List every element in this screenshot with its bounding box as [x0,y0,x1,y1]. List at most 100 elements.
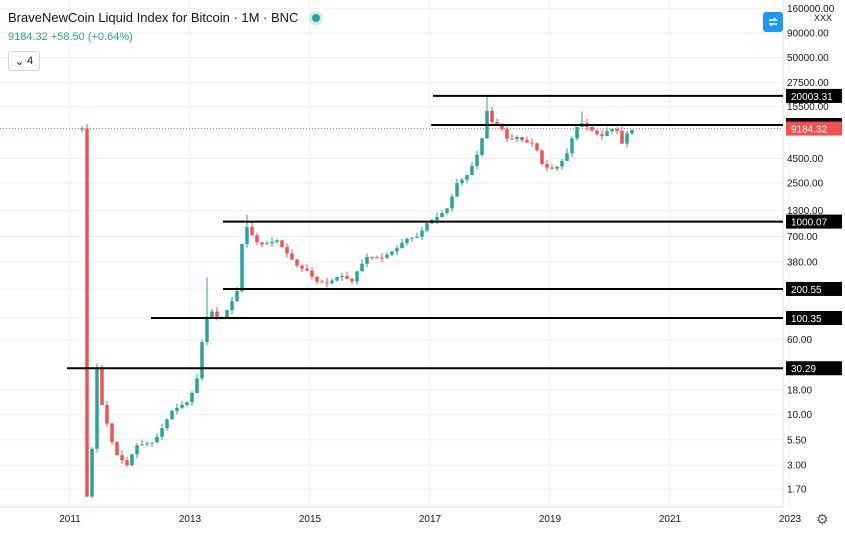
candle [545,159,549,172]
candle-body [185,402,189,405]
candle [250,222,254,236]
x-tick-label: 2023 [779,514,802,525]
gear-icon[interactable]: ⚙ [816,511,829,527]
candle-body [315,276,319,282]
candle [475,150,479,170]
candle [245,214,249,248]
candle [625,130,629,148]
candle [335,276,339,282]
candle-body [230,301,234,311]
candle [380,252,384,262]
candle-body [375,257,379,259]
candle [195,373,199,394]
indicator-collapse-button[interactable]: ⌄ 4 [8,51,40,71]
compare-button[interactable] [763,12,783,32]
candle [140,439,144,446]
candle [135,443,139,459]
candle-body [570,138,574,154]
candle-body [530,142,534,144]
candle [120,450,124,464]
candle-body [420,230,424,237]
y-tick-label: 3.00 [787,461,807,472]
y-tick-label: 10.00 [787,410,812,421]
candle-body [365,256,369,264]
candle [410,237,414,242]
candle-body [120,455,124,461]
candle-body [225,310,229,318]
candle-body [505,129,509,139]
candle-body [195,378,199,393]
level-label-box [786,214,842,229]
y-tick-label: 5.50 [787,435,807,446]
candle [300,264,304,273]
level-label-text: 1000.07 [791,218,828,229]
candle-body [135,445,139,455]
x-tick-label: 2021 [659,514,682,525]
axis-currency-label[interactable]: XXX [814,13,833,23]
candle [180,401,184,410]
candle-body [180,404,184,408]
candle-body [605,131,609,137]
candle [615,127,619,134]
candle-body [525,140,529,143]
compare-icon [768,17,778,27]
candle [275,238,279,244]
y-tick-label: 4500.00 [787,154,824,165]
price-change: 9184.32 +58.50 (+0.64%) [8,31,133,43]
candle [125,456,129,467]
x-tick-label: 2015 [299,514,322,525]
candle-body [165,419,169,429]
candle [95,363,99,453]
candle [295,258,299,268]
candle-body [535,143,539,151]
candle [630,129,634,136]
candle-body [140,444,144,446]
candle-body [615,128,619,131]
y-tick-label: 15500.00 [787,102,829,113]
candle [445,208,449,215]
candle-body [360,263,364,272]
candle-body [395,248,399,252]
candle [385,252,389,260]
candle-body [95,368,99,449]
y-tick-label: 60.00 [787,335,812,346]
candle-body [250,227,254,236]
candle [455,178,459,197]
candle [230,297,234,315]
candle [550,164,554,170]
candle-body [160,428,164,437]
candle-body [170,410,174,420]
candle-body [325,282,329,284]
candle-body [85,128,89,497]
candle-body [465,175,469,180]
candle [285,243,289,258]
y-tick-label: 700.00 [787,232,818,243]
candle-body [260,242,264,245]
candle-body [575,126,579,139]
candle-body [405,238,409,244]
candle [155,433,159,443]
y-tick-label: 1.70 [787,485,807,496]
chevron-down-icon: ⌄ [14,55,25,68]
candle-body [555,166,559,169]
y-tick-label: 380.00 [787,258,818,269]
candle [185,401,189,407]
candle [265,240,269,245]
candle [100,365,104,406]
candle [360,259,364,272]
candle-body [115,442,119,456]
candle [485,95,489,140]
y-tick-label: 90000.00 [787,28,829,39]
candle-body [290,253,294,260]
candle [370,256,374,260]
candle [130,454,134,467]
x-tick-label: 2013 [179,514,202,525]
candle-body [460,179,464,184]
candle-body [310,270,314,277]
candle-body [130,454,134,466]
candle [110,422,114,445]
candle [495,118,499,125]
candle [270,237,274,247]
